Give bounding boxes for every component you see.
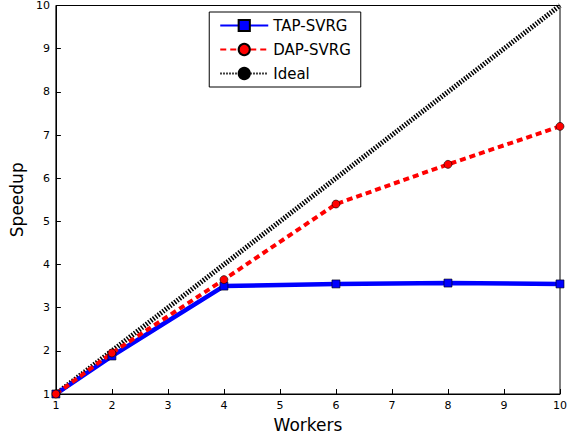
svg-text:5: 5 <box>276 399 283 412</box>
svg-text:10: 10 <box>553 399 567 412</box>
svg-text:7: 7 <box>388 399 395 412</box>
svg-text:Ideal: Ideal <box>273 65 310 83</box>
svg-text:6: 6 <box>332 399 339 412</box>
svg-text:3: 3 <box>164 399 171 412</box>
svg-text:TAP-SVRG: TAP-SVRG <box>272 17 347 35</box>
svg-text:10: 10 <box>36 0 50 12</box>
svg-text:4: 4 <box>220 399 227 412</box>
svg-text:8: 8 <box>444 399 451 412</box>
svg-text:DAP-SVRG: DAP-SVRG <box>273 41 351 59</box>
svg-text:Workers: Workers <box>274 415 343 435</box>
svg-text:4: 4 <box>43 258 50 271</box>
svg-text:2: 2 <box>108 399 115 412</box>
svg-text:7: 7 <box>43 129 50 142</box>
svg-text:2: 2 <box>43 344 50 357</box>
svg-text:6: 6 <box>43 172 50 185</box>
svg-text:Speedup: Speedup <box>7 162 27 237</box>
svg-text:8: 8 <box>43 85 50 98</box>
svg-text:3: 3 <box>43 301 50 314</box>
svg-text:9: 9 <box>43 42 50 55</box>
svg-text:1: 1 <box>43 388 50 401</box>
svg-text:5: 5 <box>43 215 50 228</box>
svg-text:1: 1 <box>52 399 59 412</box>
svg-text:9: 9 <box>500 399 507 412</box>
